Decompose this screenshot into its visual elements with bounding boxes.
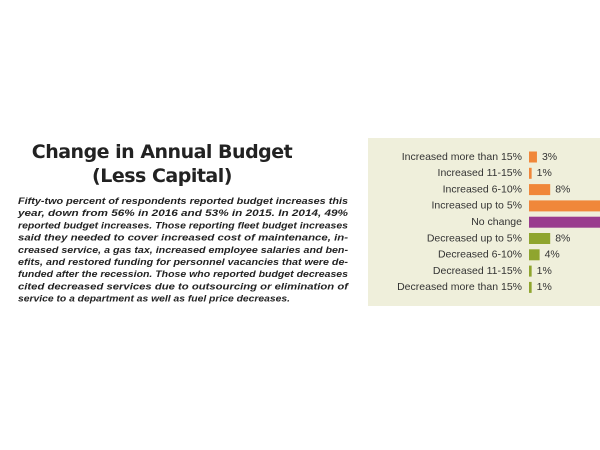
body-line: service to a department as well as fuel …: [18, 293, 290, 304]
category-label: Decreased more than 15%: [397, 281, 522, 293]
category-label: Increased 11-15%: [438, 167, 522, 179]
body-line: Fifty-two percent of respondents reporte…: [18, 195, 348, 206]
body-line: cited decreased services due to outsourc…: [18, 280, 349, 291]
bar: [529, 249, 540, 261]
title: (Less Capital): [92, 165, 232, 187]
value-label: 1%: [537, 265, 552, 277]
bar: [529, 151, 537, 163]
category-label: Increased 6-10%: [443, 183, 522, 195]
body-line: year, down from 56% in 2016 and 53% in 2…: [17, 207, 349, 218]
title: Change in Annual Budget: [32, 141, 293, 163]
body-line: creased service, a gas tax, increased em…: [18, 244, 348, 255]
value-label: 3%: [542, 151, 557, 163]
category-label: Decreased 11-15%: [433, 265, 522, 277]
category-label: Increased more than 15%: [402, 151, 522, 163]
value-label: 1%: [537, 281, 552, 293]
value-label: 8%: [555, 232, 570, 244]
body-line: funded after the recession. Those who re…: [18, 268, 348, 279]
value-label: 1%: [537, 167, 552, 179]
category-label: No change: [471, 216, 522, 228]
body-line: said they needed to cover increased cost…: [18, 232, 348, 243]
category-label: Increased up to 5%: [432, 200, 522, 212]
value-label: 8%: [555, 183, 570, 195]
bar: [529, 167, 532, 179]
category-label: Decreased up to 5%: [427, 232, 522, 244]
bar: [529, 233, 551, 244]
value-label: 4%: [545, 249, 560, 261]
bar: [529, 265, 532, 277]
body-line: efits, and restored funding for personne…: [18, 256, 348, 267]
bar: [529, 281, 532, 293]
body-line: reported budget increases. Those reporti…: [18, 219, 348, 230]
category-label: Decreased 6-10%: [438, 249, 522, 261]
chart: Increased more than 15% 3% Increased 11-15…: [397, 151, 600, 293]
bar: [529, 200, 600, 212]
bar: [529, 216, 600, 228]
bar: [529, 184, 551, 196]
